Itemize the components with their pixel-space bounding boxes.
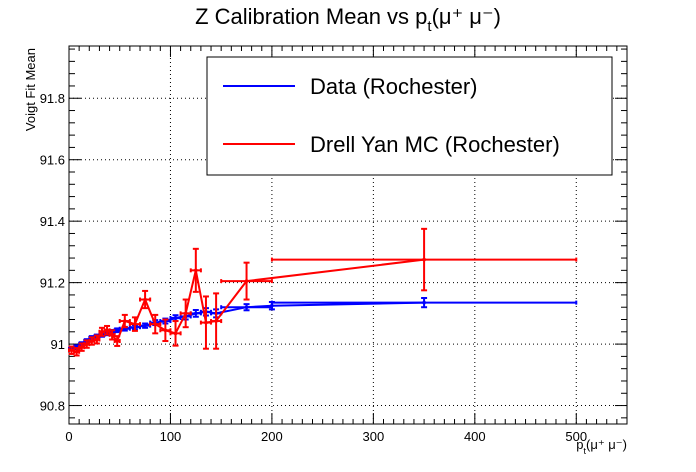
y-tick-label: 91.4 — [40, 214, 65, 229]
y-tick-label: 90.8 — [40, 399, 65, 414]
point-marker — [90, 339, 94, 343]
plot-area: 0 100 200 300 400 500 90.8 91 91.2 91.4 91.6 91.8 — [40, 45, 628, 444]
point-marker — [173, 316, 178, 320]
data-point — [220, 303, 273, 312]
point-marker — [194, 268, 198, 273]
x-tick-label: 400 — [464, 429, 486, 444]
y-tick-label: 91 — [51, 337, 65, 352]
point-marker — [183, 311, 188, 316]
data-point — [179, 298, 192, 329]
point-marker — [163, 328, 168, 333]
x-tick-label: 200 — [261, 429, 283, 444]
series-line — [71, 258, 425, 353]
point-marker — [204, 320, 208, 325]
legend-label: Drell Yan MC (Rochester) — [310, 132, 560, 157]
chart-title: Z Calibration Mean vs pt(μ⁺ μ⁻) — [195, 4, 501, 35]
data-point — [139, 289, 152, 310]
chart-title-main: Z Calibration Mean vs p — [195, 4, 427, 29]
data-point — [169, 320, 182, 347]
x-tick-label: 500 — [565, 429, 587, 444]
data-point — [199, 295, 213, 350]
point-marker — [214, 319, 218, 323]
point-marker — [84, 342, 89, 346]
legend: Data (Rochester) Drell Yan MC (Rochester) — [206, 56, 613, 176]
point-marker — [133, 322, 137, 326]
chart-title-tail: (μ⁺ μ⁻) — [432, 4, 501, 29]
data-point — [220, 261, 273, 301]
point-marker — [123, 319, 127, 323]
legend-box — [206, 56, 613, 176]
data-point — [210, 292, 223, 350]
data-point — [128, 316, 142, 332]
point-marker — [173, 331, 178, 336]
point-marker — [143, 323, 147, 328]
point-marker — [110, 333, 114, 337]
point-marker — [194, 311, 198, 316]
x-axis-label-main: p — [576, 437, 583, 452]
point-marker — [143, 297, 147, 302]
y-tick-label: 91.8 — [40, 91, 65, 106]
point-marker — [74, 349, 79, 354]
x-axis-label-sub: t — [584, 446, 587, 456]
x-axis-label-tail: (μ⁺ μ⁻) — [586, 437, 627, 452]
data-point — [270, 297, 578, 309]
y-tick-label: 91.2 — [40, 276, 65, 291]
x-axis-label: pt(μ⁺ μ⁻) — [576, 437, 627, 456]
point-marker — [244, 305, 249, 310]
plot-frame — [68, 45, 628, 425]
data-point — [270, 227, 578, 292]
series-1 — [68, 227, 578, 357]
point-marker — [105, 328, 109, 333]
point-marker — [79, 345, 84, 349]
point-marker — [69, 348, 74, 353]
data-point — [118, 313, 131, 329]
data-point — [113, 335, 121, 347]
x-tick-label: 300 — [363, 429, 385, 444]
y-axis-label: Voigt Fit Mean — [23, 48, 38, 131]
chart-title-sub: t — [427, 18, 432, 35]
legend-label: Data (Rochester) — [310, 74, 478, 99]
x-tick-label: 0 — [65, 429, 72, 444]
point-marker — [95, 337, 99, 342]
point-marker — [115, 339, 119, 343]
y-tick-label: 91.6 — [40, 153, 65, 168]
x-tick-label: 100 — [160, 429, 182, 444]
data-point — [189, 247, 202, 293]
data-point — [159, 318, 172, 343]
data-point — [93, 334, 101, 345]
data-point — [149, 313, 162, 335]
point-marker — [244, 279, 249, 283]
data-point — [189, 308, 202, 318]
point-marker — [115, 328, 119, 333]
point-marker — [270, 303, 274, 308]
point-marker — [153, 322, 158, 326]
point-marker — [422, 257, 426, 262]
point-marker — [100, 330, 104, 334]
point-marker — [422, 300, 426, 305]
